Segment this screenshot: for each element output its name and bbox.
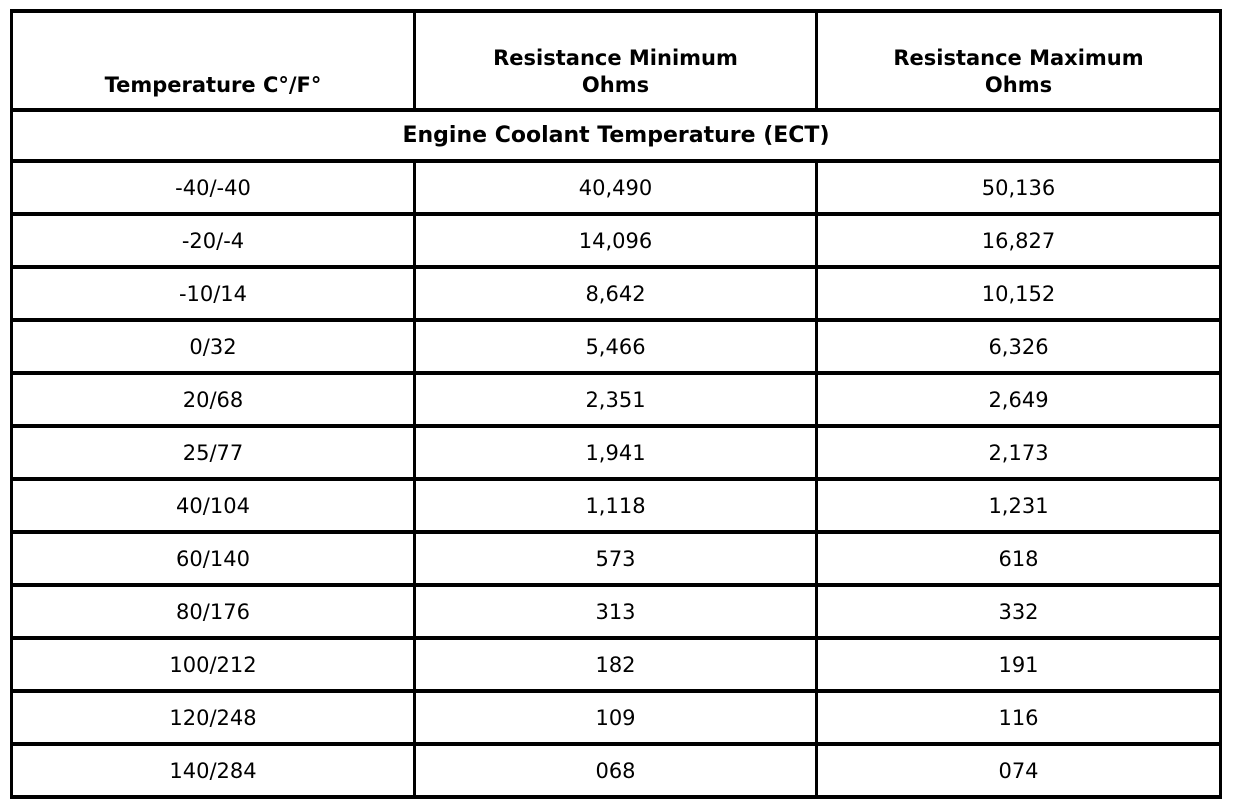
resistance-max-cell: 074 — [815, 742, 1222, 799]
resistance-max-cell: 50,136 — [815, 159, 1222, 216]
temperature-cell: 140/284 — [10, 742, 416, 799]
resistance-max-cell: 1,231 — [815, 477, 1222, 534]
resistance-min-cell: 182 — [413, 636, 818, 693]
temperature-cell: -10/14 — [10, 265, 416, 322]
table-row: -40/-40 40,490 50,136 — [10, 159, 1222, 216]
table-row: 25/77 1,941 2,173 — [10, 424, 1222, 481]
resistance-max-cell: 10,152 — [815, 265, 1222, 322]
resistance-min-cell: 068 — [413, 742, 818, 799]
resistance-max-cell: 116 — [815, 689, 1222, 746]
temperature-cell: 100/212 — [10, 636, 416, 693]
temperature-cell: 25/77 — [10, 424, 416, 481]
resistance-min-cell: 8,642 — [413, 265, 818, 322]
resistance-min-cell: 573 — [413, 530, 818, 587]
resistance-max-cell: 6,326 — [815, 318, 1222, 375]
table-body: Engine Coolant Temperature (ECT) -40/-40… — [10, 108, 1222, 799]
resistance-min-cell: 1,941 — [413, 424, 818, 481]
resistance-max-cell: 618 — [815, 530, 1222, 587]
table-row: 80/176 313 332 — [10, 583, 1222, 640]
section-title-row: Engine Coolant Temperature (ECT) — [10, 108, 1222, 163]
resistance-max-cell: 2,173 — [815, 424, 1222, 481]
resistance-min-cell: 14,096 — [413, 212, 818, 269]
table-row: 60/140 573 618 — [10, 530, 1222, 587]
temperature-cell: 20/68 — [10, 371, 416, 428]
resistance-max-cell: 191 — [815, 636, 1222, 693]
resistance-min-cell: 313 — [413, 583, 818, 640]
resistance-max-cell: 16,827 — [815, 212, 1222, 269]
resistance-min-cell: 5,466 — [413, 318, 818, 375]
temperature-cell: -40/-40 — [10, 159, 416, 216]
resistance-min-cell: 2,351 — [413, 371, 818, 428]
temperature-cell: -20/-4 — [10, 212, 416, 269]
table-row: 100/212 182 191 — [10, 636, 1222, 693]
temperature-cell: 80/176 — [10, 583, 416, 640]
table-row: 0/32 5,466 6,326 — [10, 318, 1222, 375]
resistance-max-cell: 2,649 — [815, 371, 1222, 428]
col-header-resistance-max: Resistance Maximum Ohms — [815, 9, 1222, 112]
table-row: 140/284 068 074 — [10, 742, 1222, 799]
resistance-min-cell: 40,490 — [413, 159, 818, 216]
temperature-cell: 60/140 — [10, 530, 416, 587]
header-row: Temperature C°/F° Resistance Minimum Ohm… — [10, 9, 1222, 112]
section-title: Engine Coolant Temperature (ECT) — [10, 108, 1222, 163]
resistance-min-cell: 109 — [413, 689, 818, 746]
table-row: -10/14 8,642 10,152 — [10, 265, 1222, 322]
table-row: 120/248 109 116 — [10, 689, 1222, 746]
table-row: 20/68 2,351 2,649 — [10, 371, 1222, 428]
page: { "page": { "background_color": "#ffffff… — [0, 9, 1248, 811]
table-row: -20/-4 14,096 16,827 — [10, 212, 1222, 269]
ect-resistance-table: Temperature C°/F° Resistance Minimum Ohm… — [10, 9, 1222, 799]
temperature-cell: 120/248 — [10, 689, 416, 746]
col-header-resistance-min: Resistance Minimum Ohms — [413, 9, 818, 112]
table-row: 40/104 1,118 1,231 — [10, 477, 1222, 534]
temperature-cell: 40/104 — [10, 477, 416, 534]
temperature-cell: 0/32 — [10, 318, 416, 375]
resistance-min-cell: 1,118 — [413, 477, 818, 534]
resistance-max-cell: 332 — [815, 583, 1222, 640]
col-header-temperature: Temperature C°/F° — [10, 9, 416, 112]
